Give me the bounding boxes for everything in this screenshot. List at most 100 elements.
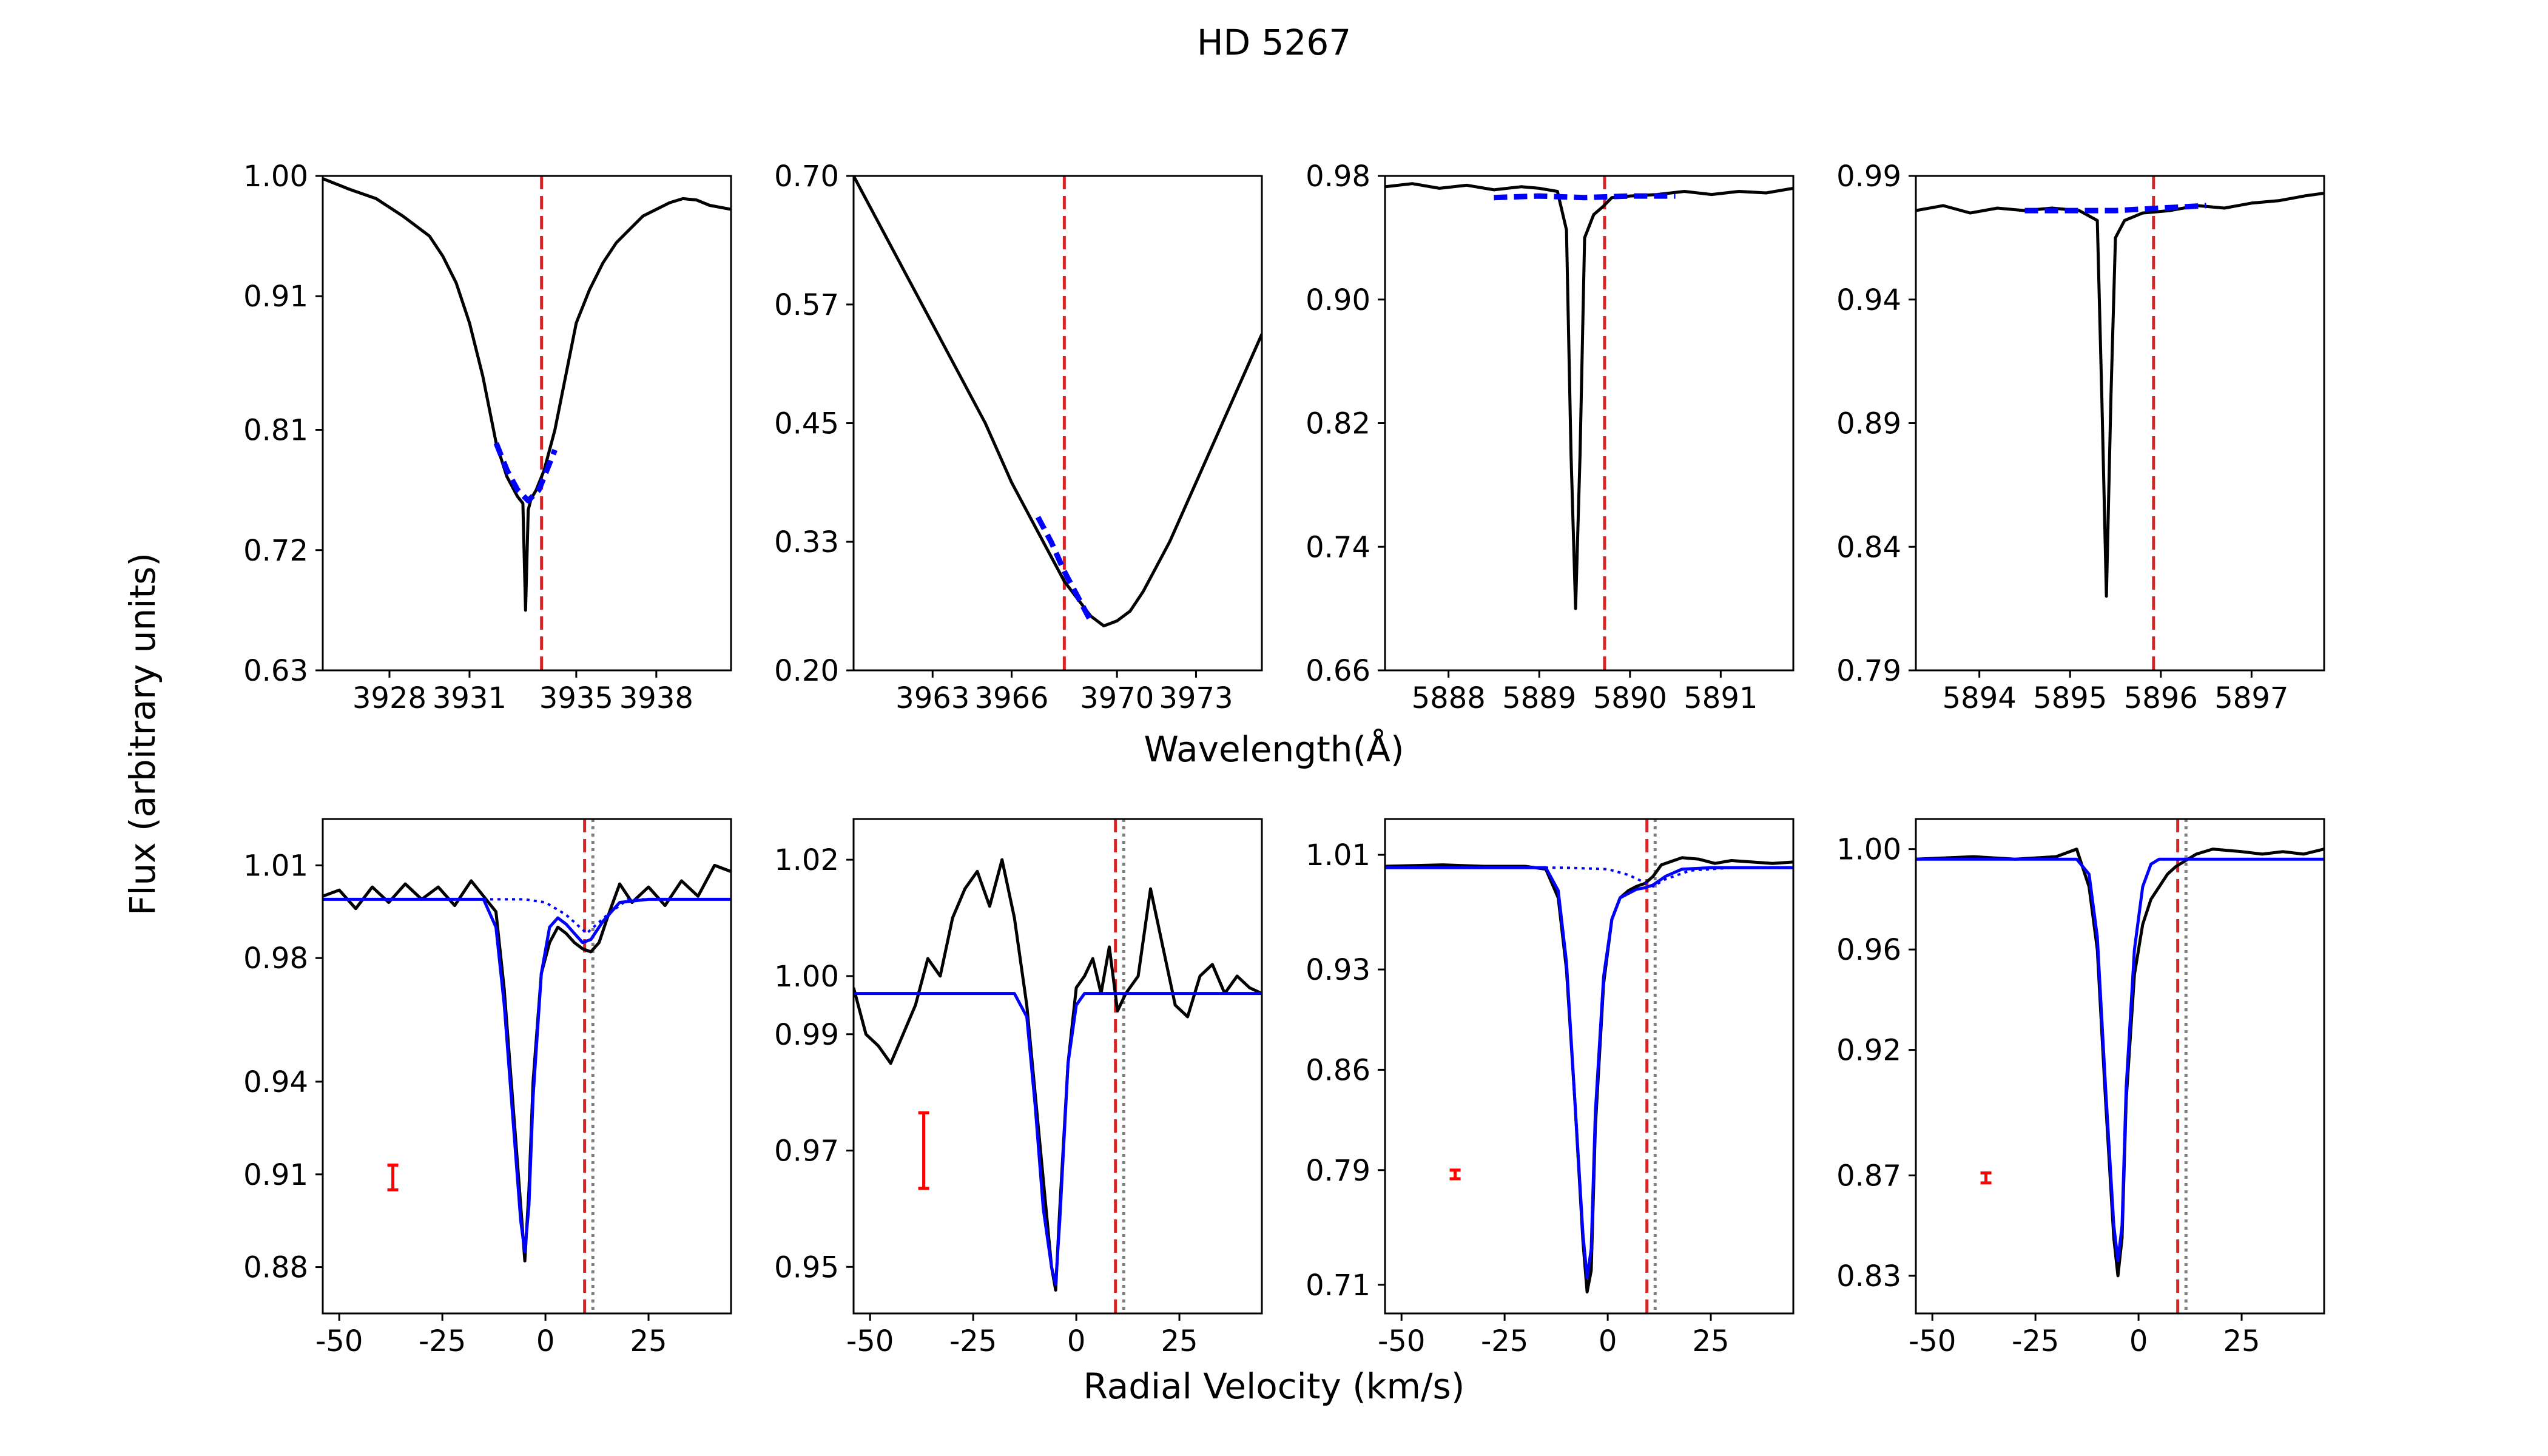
panel-1-0-ytick-label-0: 0.88 bbox=[243, 1251, 308, 1285]
panel-1-1-ytick-label-0: 0.95 bbox=[774, 1250, 839, 1284]
panel-0-2-series-spectrum bbox=[1385, 182, 1793, 610]
panel-0-0-ytick-label-2: 0.81 bbox=[243, 414, 308, 448]
panel-0-3-ytick-label-4: 0.99 bbox=[1836, 160, 1901, 194]
panel-0-0-xtick-label-0: 3928 bbox=[352, 681, 426, 715]
panel-0-1-ytick-label-0: 0.20 bbox=[774, 654, 839, 688]
panel-1-0-xtick-label-2: 0 bbox=[536, 1324, 555, 1358]
panel-0-3-series-spectrum bbox=[1916, 192, 2324, 598]
panel-0-1-xtick-label-0: 3963 bbox=[895, 681, 969, 715]
x-axis-label-wavelength: Wavelength(Å) bbox=[1144, 728, 1404, 770]
panel-0-1-ytick-label-3: 0.57 bbox=[774, 288, 839, 322]
panel-0-0-frame bbox=[322, 175, 732, 672]
panel-0-0-xtick-label-2: 3935 bbox=[539, 681, 613, 715]
x-axis-label-radial-velocity: Radial Velocity (km/s) bbox=[1084, 1366, 1465, 1407]
panel-1-3-xtick-label-2: 0 bbox=[2129, 1324, 2148, 1358]
panel-1-2-ytick-label-1: 0.79 bbox=[1306, 1154, 1370, 1188]
y-axis-label: Flux (arbitrary units) bbox=[122, 553, 163, 915]
panel-1-1-ytick-label-4: 1.02 bbox=[774, 843, 839, 877]
panel-1-0-xtick-label-3: 25 bbox=[630, 1324, 667, 1358]
panel-1-0-series-component bbox=[323, 898, 731, 935]
panel-0-2-xtick-label-2: 5890 bbox=[1593, 681, 1667, 715]
panel-1-1-xtick-label-1: -25 bbox=[949, 1324, 997, 1358]
panel-1-0-xtick-label-0: -50 bbox=[315, 1324, 363, 1358]
panel-0-3-xtick-label-0: 5894 bbox=[1943, 681, 2017, 715]
panel-1-1-xtick-label-3: 25 bbox=[1161, 1324, 1198, 1358]
panel-1-2-series-component bbox=[1385, 866, 1793, 888]
panel-1-3-ytick-label-0: 0.83 bbox=[1836, 1259, 1901, 1293]
panel-1-3-ytick-label-2: 0.92 bbox=[1836, 1034, 1901, 1068]
panel-1-0-xtick-label-1: -25 bbox=[419, 1324, 466, 1358]
panel-0-3-plot-area bbox=[1916, 176, 2324, 670]
panel-1-1-ytick-label-3: 1.00 bbox=[774, 960, 839, 994]
figure-title: HD 5267 bbox=[1197, 22, 1351, 63]
panel-0-0-xtick-label-3: 3938 bbox=[619, 681, 693, 715]
panel-1-0-frame bbox=[322, 818, 732, 1315]
panel-0-0-ytick-label-3: 0.91 bbox=[243, 280, 308, 314]
panel-0-2-ytick-label-1: 0.74 bbox=[1306, 530, 1370, 564]
panel-1-2: -50 -25 0 25 0.71 0.79 0.86 0.93 1.01 bbox=[1306, 818, 1795, 1358]
panel-1-2-frame bbox=[1384, 818, 1795, 1315]
panel-1-2-error-bar bbox=[1449, 1168, 1461, 1181]
panel-0-1-ytick-label-2: 0.45 bbox=[774, 407, 839, 441]
panel-0-2-xtick-label-3: 5891 bbox=[1684, 681, 1758, 715]
panel-0-0-ytick-label-1: 0.72 bbox=[243, 534, 308, 568]
panel-1-3-ytick-label-1: 0.87 bbox=[1836, 1159, 1901, 1193]
panel-0-0-plot-area bbox=[323, 176, 731, 670]
panel-1-3-series-fit bbox=[1916, 857, 2324, 1262]
panel-1-1: -50 -25 0 25 0.95 0.97 0.99 1.00 1.02 bbox=[774, 818, 1263, 1358]
panel-1-2-ytick-label-0: 0.71 bbox=[1306, 1269, 1370, 1303]
panel-1-1-error-bar bbox=[918, 1111, 929, 1190]
panel-0-1-ytick-label-4: 0.70 bbox=[774, 160, 839, 194]
panel-1-2-xtick-label-3: 25 bbox=[1693, 1324, 1730, 1358]
panel-0-3-xtick-label-1: 5895 bbox=[2033, 681, 2107, 715]
panel-1-3-series-data bbox=[1916, 848, 2324, 1278]
panel-1-0-ytick-label-1: 0.91 bbox=[243, 1158, 308, 1192]
panel-1-0-error-bar bbox=[387, 1164, 399, 1191]
panel-1-2-ytick-label-3: 0.93 bbox=[1306, 953, 1370, 987]
panel-0-0-ytick-label-0: 0.63 bbox=[243, 654, 308, 688]
panel-1-3: -50 -25 0 25 0.83 0.87 0.92 0.96 1.00 bbox=[1836, 818, 2325, 1358]
panel-0-2-ytick-label-0: 0.66 bbox=[1306, 654, 1370, 688]
panels: 3928 3931 3935 3938 0.63 0.72 0.81 0.91 1.00 3963… bbox=[243, 160, 2325, 1358]
panel-1-3-xtick-label-3: 25 bbox=[2223, 1324, 2260, 1358]
panel-1-0-series-fit bbox=[323, 897, 731, 1253]
panel-0-3-ytick-label-3: 0.94 bbox=[1836, 283, 1901, 317]
panel-0-2-series-fit bbox=[1494, 193, 1676, 201]
panel-1-0-ytick-label-2: 0.94 bbox=[243, 1065, 308, 1099]
panel-0-0-series-fit bbox=[493, 442, 558, 504]
panel-1-1-ytick-label-1: 0.97 bbox=[774, 1134, 839, 1168]
panel-1-0: -50 -25 0 25 0.88 0.91 0.94 0.98 1.01 bbox=[243, 818, 732, 1358]
panel-0-1-xtick-label-3: 3973 bbox=[1159, 681, 1233, 715]
panel-1-0-ytick-label-3: 0.98 bbox=[243, 942, 308, 976]
panel-1-0-plot-area bbox=[323, 819, 731, 1313]
panel-0-1-xtick-label-1: 3966 bbox=[974, 681, 1048, 715]
panel-0-2-ytick-label-4: 0.98 bbox=[1306, 160, 1370, 194]
panel-1-2-ytick-label-2: 0.86 bbox=[1306, 1053, 1370, 1087]
panel-1-3-plot-area bbox=[1916, 819, 2324, 1313]
panel-0-0-xtick-label-1: 3931 bbox=[433, 681, 507, 715]
panel-0-2-ytick-label-3: 0.90 bbox=[1306, 283, 1370, 317]
panel-0-2-xtick-label-1: 5889 bbox=[1502, 681, 1576, 715]
panel-1-1-ytick-label-2: 0.99 bbox=[774, 1018, 839, 1052]
panel-0-3-ytick-label-2: 0.89 bbox=[1836, 407, 1901, 441]
panel-0-1-xtick-label-2: 3970 bbox=[1080, 681, 1154, 715]
panel-1-1-xtick-label-0: -50 bbox=[846, 1324, 894, 1358]
panel-1-2-xtick-label-1: -25 bbox=[1481, 1324, 1528, 1358]
panel-0-3-series-fit bbox=[2024, 203, 2206, 214]
panel-1-3-ytick-label-4: 1.00 bbox=[1836, 833, 1901, 867]
panel-1-1-plot-area bbox=[854, 819, 1262, 1313]
panel-1-3-frame bbox=[1915, 818, 2325, 1315]
panel-1-1-series-fit bbox=[854, 992, 1262, 1286]
panel-0-3-xtick-label-3: 5897 bbox=[2214, 681, 2288, 715]
panel-0-3: 5894 5895 5896 5897 0.79 0.84 0.89 0.94 0.99 bbox=[1836, 160, 2325, 715]
panel-0-2-ytick-label-2: 0.82 bbox=[1306, 407, 1370, 441]
panel-1-3-xtick-label-0: -50 bbox=[1909, 1324, 1956, 1358]
panel-1-1-xtick-label-2: 0 bbox=[1067, 1324, 1086, 1358]
panel-1-2-xtick-label-2: 0 bbox=[1599, 1324, 1617, 1358]
panel-1-2-xtick-label-0: -50 bbox=[1378, 1324, 1425, 1358]
panel-0-0-ytick-label-4: 1.00 bbox=[243, 160, 308, 194]
panel-0-1: 3963 3966 3970 3973 0.20 0.33 0.45 0.57 0.70 bbox=[774, 160, 1263, 715]
panel-0-3-ytick-label-1: 0.84 bbox=[1836, 530, 1901, 564]
